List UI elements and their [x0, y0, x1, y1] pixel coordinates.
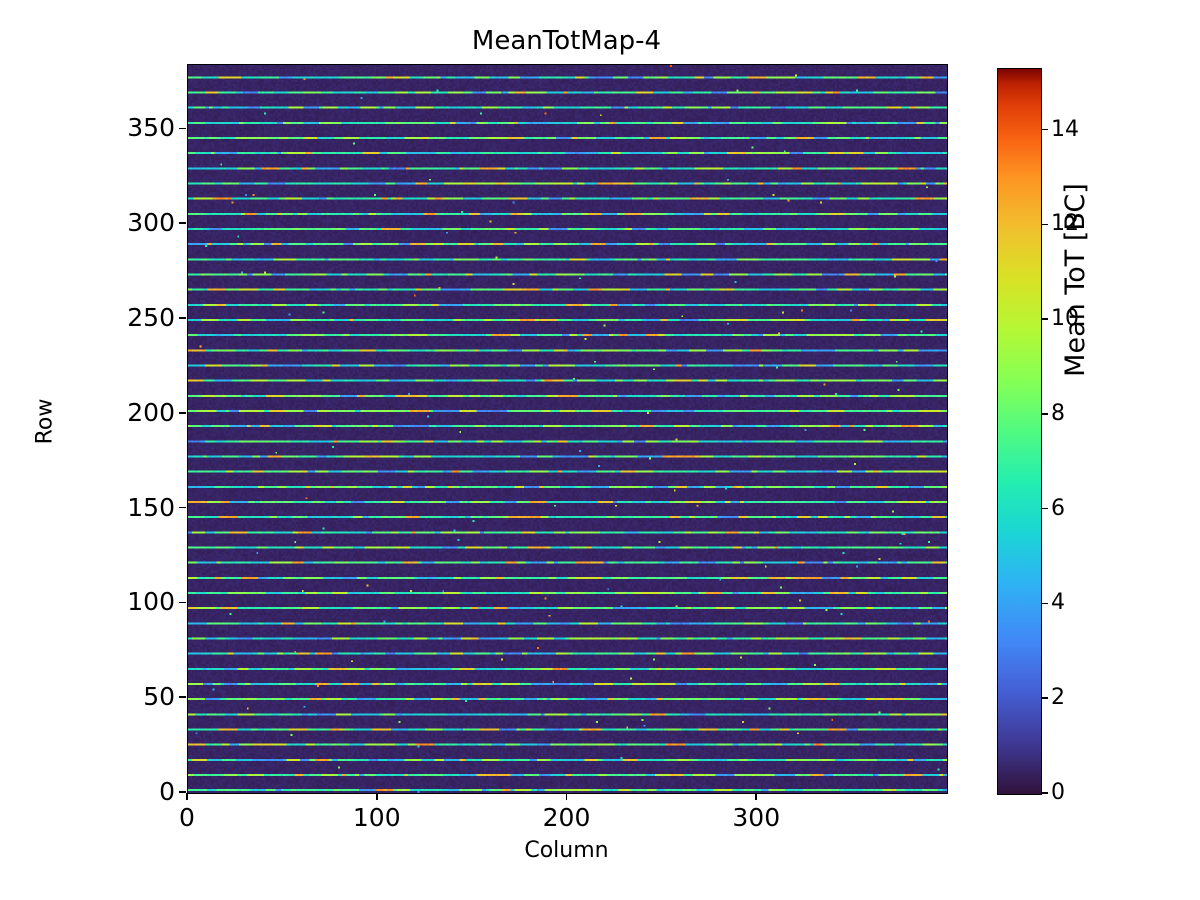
y-tick-mark [179, 506, 186, 509]
y-tick-mark [179, 696, 186, 698]
y-tick-mark [179, 222, 186, 225]
page-title: MeanTotMap-4 [471, 26, 662, 56]
x-tick-mark [186, 793, 188, 800]
y-tick-label: 0 [159, 777, 175, 806]
y-tick-mark [179, 127, 186, 130]
colorbar-tick-label: 2 [1051, 685, 1065, 711]
x-tick-label: 300 [732, 803, 781, 832]
colorbar-tick-mark [1042, 413, 1048, 415]
y-tick-label: 150 [127, 492, 175, 522]
x-tick-label: 200 [542, 803, 591, 832]
colorbar [997, 68, 1042, 795]
x-tick-mark [375, 793, 378, 800]
y-tick-mark [179, 791, 186, 793]
colorbar-tick-mark [1042, 792, 1048, 794]
y-tick-label: 350 [127, 113, 175, 143]
heatmap-image [188, 65, 947, 793]
y-tick-label: 200 [127, 397, 175, 427]
y-tick-label: 50 [143, 682, 175, 712]
y-tick-label: 100 [127, 587, 175, 617]
colorbar-tick-mark [1042, 128, 1048, 131]
y-tick-label: 250 [127, 303, 175, 333]
colorbar-label: Mean ToT [BC] [1060, 183, 1091, 377]
colorbar-tick-mark [1042, 697, 1048, 700]
colorbar-tick-label: 12 [1051, 211, 1079, 237]
colorbar-tick-label: 8 [1051, 400, 1065, 426]
colorbar-tick-label: 6 [1051, 495, 1065, 521]
colorbar-tick-mark [1042, 602, 1048, 605]
colorbar-tick-label: 10 [1051, 306, 1079, 332]
y-axis-label: Row [32, 398, 58, 445]
y-tick-mark [179, 601, 186, 604]
y-tick-mark [179, 317, 186, 319]
colorbar-tick-mark [1042, 318, 1048, 320]
x-tick-label: 0 [179, 803, 195, 832]
x-axis-label: Column [524, 838, 609, 863]
colorbar-tick-label: 4 [1051, 590, 1065, 616]
colorbar-tick-mark [1042, 223, 1048, 226]
y-tick-mark [179, 412, 186, 414]
colorbar-tick-mark [1042, 507, 1048, 510]
x-tick-label: 100 [352, 803, 401, 832]
x-tick-mark [565, 793, 568, 800]
colorbar-gradient [998, 69, 1041, 794]
colorbar-tick-label: 0 [1051, 780, 1065, 805]
y-tick-label: 300 [127, 208, 175, 238]
colorbar-tick-label: 14 [1051, 116, 1079, 142]
x-tick-mark [755, 793, 758, 800]
heatmap-plot-area [187, 64, 948, 794]
